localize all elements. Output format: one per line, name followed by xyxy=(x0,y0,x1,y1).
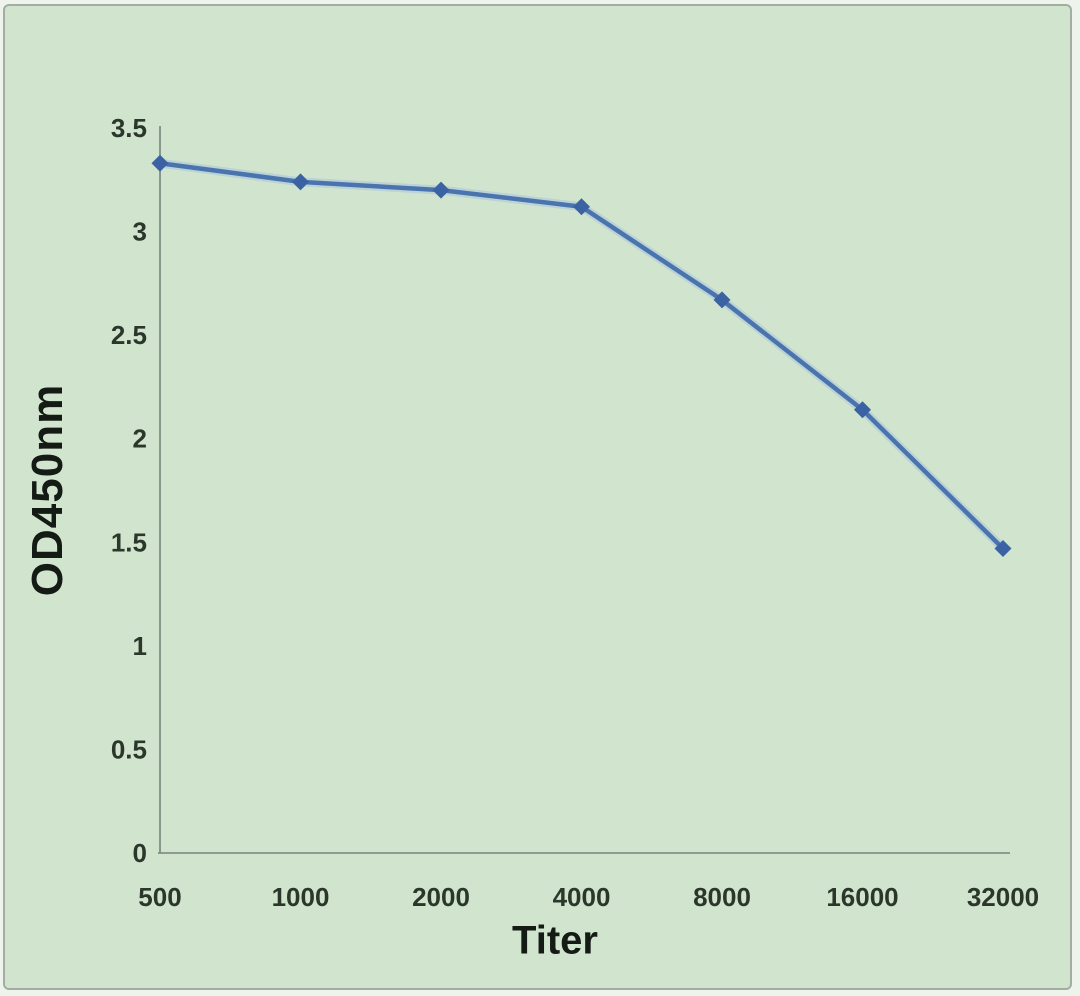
data-point-marker xyxy=(854,401,871,419)
y-tick-label: 0.5 xyxy=(111,734,147,764)
x-tick-label: 32000 xyxy=(967,882,1039,912)
y-axis-title: OD450nm xyxy=(23,383,72,597)
y-tick-label: 2 xyxy=(133,424,147,454)
y-tick-label: 1.5 xyxy=(111,527,147,557)
x-tick-label: 2000 xyxy=(412,882,470,912)
data-point-marker xyxy=(713,291,731,309)
y-tick-label: 1 xyxy=(133,631,147,661)
data-point-marker xyxy=(573,198,590,216)
x-axis-title: Titer xyxy=(512,918,598,963)
data-point-marker xyxy=(151,154,169,172)
data-point-marker xyxy=(432,181,450,199)
y-tick-label: 3.5 xyxy=(111,113,147,143)
x-tick-label: 8000 xyxy=(693,882,751,912)
data-point-marker xyxy=(292,173,309,191)
y-tick-label: 3 xyxy=(133,217,147,247)
data-point-marker xyxy=(994,540,1012,557)
y-tick-label: 0 xyxy=(133,838,147,868)
series-line-halo xyxy=(155,158,1008,553)
x-tick-label: 1000 xyxy=(272,882,330,912)
x-tick-label: 500 xyxy=(138,882,181,912)
x-tick-label: 4000 xyxy=(553,882,611,912)
series-line xyxy=(157,160,1006,551)
x-tick-label: 16000 xyxy=(826,882,898,912)
y-tick-label: 2.5 xyxy=(111,320,147,350)
